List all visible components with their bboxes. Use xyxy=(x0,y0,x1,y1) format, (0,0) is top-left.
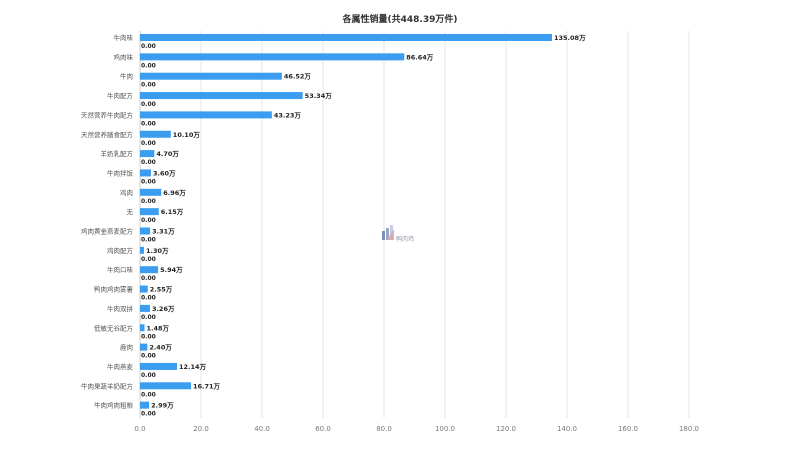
bar xyxy=(140,208,159,216)
bar xyxy=(140,324,145,332)
y-category-label: 低敏无谷配方 xyxy=(94,323,134,332)
bar-zero-label: 0.00 xyxy=(141,62,156,69)
bar-value-label: 12.14万 xyxy=(179,363,207,371)
x-tick-label: 0.0 xyxy=(134,425,145,433)
bar xyxy=(140,53,405,61)
y-category-label: 牛肉鸡肉粗粮 xyxy=(94,401,134,410)
x-tick-label: 100.0 xyxy=(435,425,455,433)
bar-zero-label: 0.00 xyxy=(141,353,156,360)
bar-value-label: 16.71万 xyxy=(193,382,221,390)
bar-value-label: 5.94万 xyxy=(160,266,183,274)
y-category-label: 牛肉果蔬羊奶配方 xyxy=(81,381,134,390)
bar-zero-label: 0.00 xyxy=(141,295,156,302)
bar-zero-label: 0.00 xyxy=(141,43,156,50)
y-category-label: 鸡肉黄金燕麦配方 xyxy=(81,227,134,236)
bar-zero-label: 0.00 xyxy=(141,198,156,205)
bar-value-label: 53.34万 xyxy=(305,92,333,100)
bar xyxy=(140,343,148,351)
bar-value-label: 3.31万 xyxy=(152,228,175,236)
y-category-label: 鹿肉 xyxy=(120,343,133,352)
bar xyxy=(140,382,191,390)
bar-value-label: 6.96万 xyxy=(163,189,186,197)
bar xyxy=(140,111,272,119)
bar-value-label: 10.10万 xyxy=(173,131,201,139)
bar xyxy=(140,150,155,158)
y-category-label: 天然营养牛肉配方 xyxy=(81,110,134,119)
x-tick-label: 80.0 xyxy=(376,425,392,433)
bar-zero-label: 0.00 xyxy=(141,333,156,340)
chart-title: 各属性销量(共448.39万件) xyxy=(342,15,458,25)
x-tick-label: 140.0 xyxy=(557,425,577,433)
bar-zero-label: 0.00 xyxy=(141,372,156,379)
x-tick-label: 20.0 xyxy=(193,425,209,433)
x-tick-label: 160.0 xyxy=(618,425,638,433)
y-category-label: 鸭肉鸡肉雾薯 xyxy=(94,285,134,294)
bar-zero-label: 0.00 xyxy=(141,101,156,108)
y-category-label: 鸡肉味 xyxy=(114,52,134,61)
bar-zero-label: 0.00 xyxy=(141,217,156,224)
y-category-label: 牛肉口味 xyxy=(107,265,134,274)
y-category-label: 牛肉味 xyxy=(114,33,134,42)
bar xyxy=(140,34,552,41)
bar-value-label: 4.70万 xyxy=(156,150,179,158)
y-category-label: 牛肉拌饭 xyxy=(107,168,134,177)
bar-value-label: 2.55万 xyxy=(150,286,173,294)
y-category-label: 天然营养膳食配方 xyxy=(81,130,134,139)
bar-zero-label: 0.00 xyxy=(141,275,156,282)
bar-value-label: 135.08万 xyxy=(554,34,586,42)
bar xyxy=(140,169,151,177)
bar xyxy=(140,246,144,254)
bar-zero-label: 0.00 xyxy=(141,120,156,127)
bar-zero-label: 0.00 xyxy=(141,391,156,398)
x-tick-label: 40.0 xyxy=(254,425,270,433)
y-category-label: 鸡肉 xyxy=(120,188,133,197)
watermark-text: 鸭肉鸡 xyxy=(396,236,415,243)
y-category-label: 牛肉燕麦 xyxy=(107,362,134,371)
y-category-label: 牛肉双拼 xyxy=(107,304,134,313)
bar xyxy=(140,72,282,80)
bar-zero-label: 0.00 xyxy=(141,140,156,147)
y-category-label: 无 xyxy=(127,208,134,216)
bar-value-label: 1.30万 xyxy=(146,247,169,255)
bar-value-label: 3.60万 xyxy=(153,169,176,177)
bar-zero-label: 0.00 xyxy=(141,411,156,418)
y-category-label: 鸡肉配方 xyxy=(107,246,134,255)
bar xyxy=(140,92,303,100)
bar-zero-label: 0.00 xyxy=(141,237,156,244)
bar-value-label: 6.15万 xyxy=(161,208,184,216)
bar-zero-label: 0.00 xyxy=(141,314,156,321)
bar xyxy=(140,401,150,409)
bar-chart-logo-icon xyxy=(382,225,394,240)
bar xyxy=(140,285,148,293)
bar-zero-label: 0.00 xyxy=(141,256,156,263)
x-tick-label: 120.0 xyxy=(496,425,516,433)
bar-value-label: 3.26万 xyxy=(152,305,175,313)
x-tick-label: 60.0 xyxy=(315,425,331,433)
x-tick-label: 180.0 xyxy=(679,425,699,433)
bar xyxy=(140,130,171,138)
y-category-label: 牛肉配方 xyxy=(107,91,134,100)
bar xyxy=(140,304,150,312)
y-category-label: 羊奶乳配方 xyxy=(101,149,134,158)
bar xyxy=(140,362,178,370)
bar-zero-label: 0.00 xyxy=(141,159,156,166)
bar-zero-label: 0.00 xyxy=(141,178,156,185)
y-category-label: 牛肉 xyxy=(120,72,133,81)
bar-value-label: 43.23万 xyxy=(274,111,302,119)
bar xyxy=(140,266,159,274)
bar-value-label: 86.64万 xyxy=(406,53,434,61)
bar-value-label: 2.99万 xyxy=(151,402,174,410)
bar-value-label: 1.48万 xyxy=(147,324,170,332)
bar xyxy=(140,188,162,196)
bar-value-label: 46.52万 xyxy=(284,73,312,81)
bar-value-label: 2.40万 xyxy=(149,344,172,352)
bar-zero-label: 0.00 xyxy=(141,82,156,89)
bar xyxy=(140,227,151,235)
